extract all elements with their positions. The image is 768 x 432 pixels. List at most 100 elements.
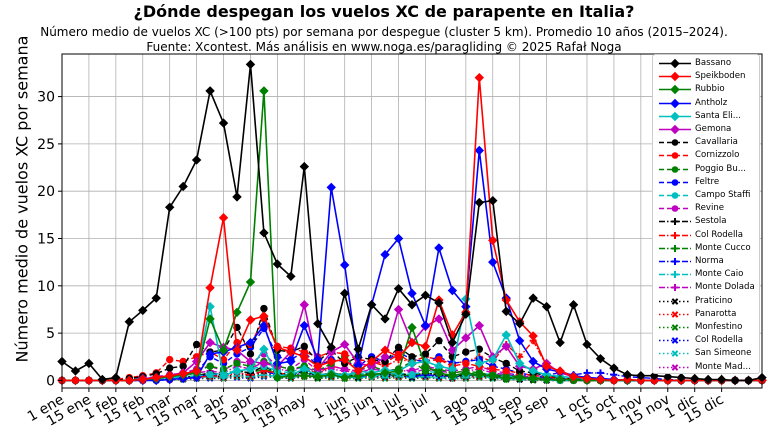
legend-label: Campo Staffi [695,190,751,200]
y-tick-label: 10 [37,279,55,295]
data-point [151,372,161,383]
legend-marker [671,337,679,345]
data-point [272,259,283,269]
legend-item: Monte Mad... [653,361,759,374]
data-point [474,320,485,331]
data-point [286,370,296,381]
data-point [609,363,619,373]
legend-item: Monte Dolada [653,281,759,294]
data-point [380,352,390,362]
data-point [434,298,444,308]
legend-item: Sestola [653,215,759,228]
data-point [421,350,430,358]
data-point [218,212,229,223]
data-point [407,300,417,310]
legend-marker [671,297,679,305]
legend-swatch [659,165,691,173]
data-point [555,366,565,376]
legend-swatch [659,152,691,160]
legend-item: Col Rodella [653,229,759,242]
data-point [366,300,377,310]
data-point [165,355,174,364]
data-point [636,370,646,381]
data-point [649,375,660,386]
data-point [474,72,485,83]
data-point [461,333,471,343]
data-point [501,330,511,340]
data-point [501,306,511,317]
legend-swatch [659,205,691,212]
series-1 [57,59,767,386]
legend-label: Norma [695,256,724,266]
legend-label: Rubbio [695,84,725,95]
data-point [393,283,404,294]
legend-swatch [659,284,691,292]
legend-item: Monte Caio [653,268,759,281]
legend-swatch [659,124,691,135]
data-point [689,373,700,384]
legend-swatch [659,244,691,252]
legend-label: Monte Cucco [695,242,751,253]
data-point [541,361,552,371]
data-point [326,356,336,367]
data-point [259,86,269,96]
data-point [191,372,202,383]
legend-swatch [659,271,691,279]
data-point [528,373,538,384]
data-point [232,345,242,355]
legend-swatch [659,178,691,186]
data-point [313,361,323,371]
legend-label: Monte Dolada [695,282,755,293]
data-point [474,145,485,156]
legend-swatch [659,98,691,108]
legend-marker [671,324,679,331]
data-point [218,345,229,355]
data-point [462,348,470,356]
data-point [407,337,417,348]
data-point [151,293,161,303]
data-point [501,373,511,384]
legend-marker [671,350,679,358]
y-tick-label: 0 [46,373,55,389]
legend-label: Santa Eli... [695,110,741,121]
data-point [380,368,390,378]
legend-marker [671,218,679,226]
data-point [164,370,175,381]
y-tick-label: 5 [46,326,55,342]
data-point [434,314,444,324]
data-point [447,285,458,296]
data-point [70,375,81,386]
data-point [299,352,310,362]
data-point [407,288,417,299]
data-point [246,350,255,358]
data-point [165,364,174,372]
data-point [313,318,323,329]
legend-label: Col Rodella [695,229,744,240]
data-point [488,195,498,206]
legend-label: Monfestino [695,322,743,332]
data-point [568,300,579,310]
data-point [124,317,135,327]
legend-marker [671,310,679,318]
data-point [366,356,377,367]
legend-label: Antholz [695,97,728,108]
data-point [299,300,310,310]
legend-swatch [659,337,691,345]
data-point [435,336,443,345]
legend-item: Poggio Bu... [653,163,759,176]
data-point [502,367,510,375]
legend-marker [670,111,680,122]
data-point [84,358,94,369]
data-point [461,368,471,378]
data-point [164,202,175,212]
data-point [299,320,310,331]
legend-swatch [659,231,691,239]
legend-item: Monfestino [653,321,759,334]
legend-swatch [659,310,691,318]
data-point [232,307,242,318]
data-point [488,370,498,381]
data-point [541,301,552,312]
data-point [394,343,403,352]
